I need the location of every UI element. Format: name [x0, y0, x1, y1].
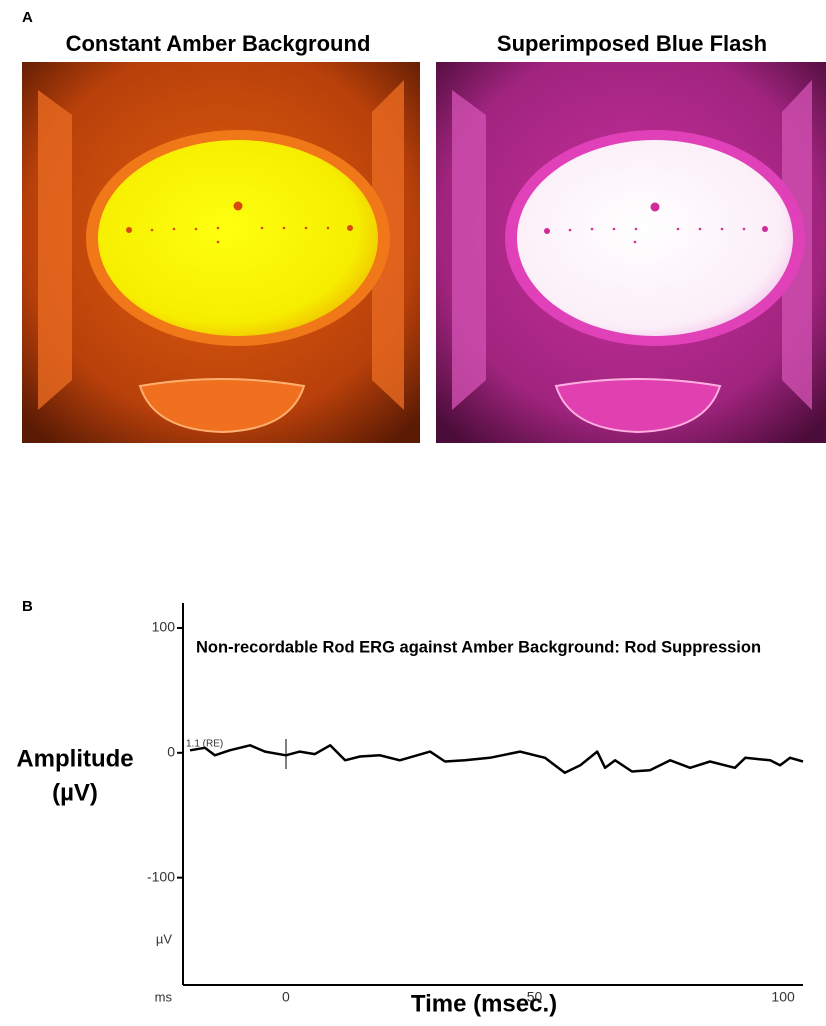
- y-tick-label: -100: [147, 868, 175, 884]
- trace: [190, 745, 803, 773]
- y-axis-title: (µV): [52, 779, 98, 806]
- y-unit: µV: [156, 931, 172, 946]
- y-tick-label: 100: [152, 619, 176, 635]
- y-tick-label: 0: [167, 744, 175, 760]
- panel-label: A: [22, 9, 33, 26]
- panel-label: B: [22, 598, 33, 615]
- photo-magenta: [436, 62, 826, 443]
- y-axis-title: Amplitude: [16, 745, 133, 772]
- annotation: Non-recordable Rod ERG against Amber Bac…: [196, 638, 761, 656]
- x-tick-label: 100: [771, 989, 795, 1005]
- image-title: Constant Amber Background: [66, 31, 371, 56]
- figure: A Constant Amber Background Superimposed…: [0, 0, 826, 1021]
- x-tick-label: 50: [527, 989, 543, 1005]
- photo-amber: [22, 62, 420, 443]
- image-title: Superimposed Blue Flash: [497, 31, 767, 56]
- x-unit: ms: [155, 989, 173, 1004]
- x-tick-label: 0: [282, 989, 290, 1005]
